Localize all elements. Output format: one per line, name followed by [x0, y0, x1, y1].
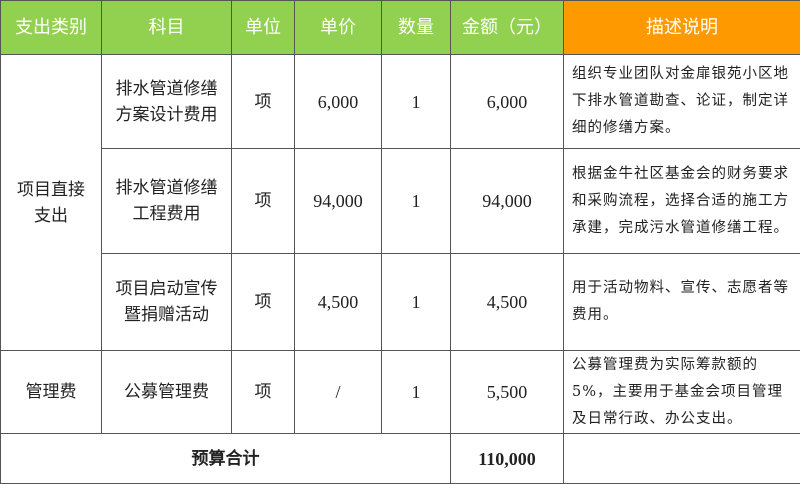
price-cell: / — [295, 351, 382, 434]
unit-cell: 项 — [232, 149, 295, 254]
total-label: 预算合计 — [1, 434, 451, 484]
item-cell: 排水管道修缮工程费用 — [102, 149, 232, 254]
header-amount: 金额（元） — [451, 1, 564, 55]
amount-cell: 5,500 — [451, 351, 564, 434]
header-unit: 单位 — [232, 1, 295, 55]
item-cell: 排水管道修缮方案设计费用 — [102, 55, 232, 149]
header-desc: 描述说明 — [564, 1, 800, 55]
table-row: 管理费 公募管理费 项 / 1 5,500 公募管理费为实际筹款额的5%，主要用… — [1, 351, 800, 434]
amount-cell: 94,000 — [451, 149, 564, 254]
table-row: 排水管道修缮工程费用 项 94,000 1 94,000 根据金牛社区基金会的财… — [1, 149, 800, 254]
unit-cell: 项 — [232, 254, 295, 351]
amount-cell: 4,500 — [451, 254, 564, 351]
qty-cell: 1 — [382, 254, 451, 351]
price-cell: 94,000 — [295, 149, 382, 254]
total-amount: 110,000 — [451, 434, 564, 484]
qty-cell: 1 — [382, 351, 451, 434]
desc-cell: 公募管理费为实际筹款额的5%，主要用于基金会项目管理及日常行政、办公支出。 — [564, 351, 800, 434]
qty-cell: 1 — [382, 149, 451, 254]
table-row: 项目直接支出 排水管道修缮方案设计费用 项 6,000 1 6,000 组织专业… — [1, 55, 800, 149]
total-row: 预算合计 110,000 — [1, 434, 800, 484]
header-qty: 数量 — [382, 1, 451, 55]
header-price: 单价 — [295, 1, 382, 55]
category-cell: 项目直接支出 — [1, 55, 102, 351]
header-row: 支出类别 科目 单位 单价 数量 金额（元） 描述说明 — [1, 1, 800, 55]
total-desc-empty — [564, 434, 800, 484]
desc-cell: 用于活动物料、宣传、志愿者等费用。 — [564, 254, 800, 351]
item-cell: 公募管理费 — [102, 351, 232, 434]
item-cell: 项目启动宣传暨捐赠活动 — [102, 254, 232, 351]
amount-cell: 6,000 — [451, 55, 564, 149]
category-cell: 管理费 — [1, 351, 102, 434]
header-item: 科目 — [102, 1, 232, 55]
desc-cell: 组织专业团队对金扉银苑小区地下排水管道勘查、论证，制定详细的修缮方案。 — [564, 55, 800, 149]
qty-cell: 1 — [382, 55, 451, 149]
desc-cell: 根据金牛社区基金会的财务要求和采购流程，选择合适的施工方承建，完成污水管道修缮工… — [564, 149, 800, 254]
header-category: 支出类别 — [1, 1, 102, 55]
unit-cell: 项 — [232, 351, 295, 434]
unit-cell: 项 — [232, 55, 295, 149]
price-cell: 6,000 — [295, 55, 382, 149]
price-cell: 4,500 — [295, 254, 382, 351]
table-row: 项目启动宣传暨捐赠活动 项 4,500 1 4,500 用于活动物料、宣传、志愿… — [1, 254, 800, 351]
